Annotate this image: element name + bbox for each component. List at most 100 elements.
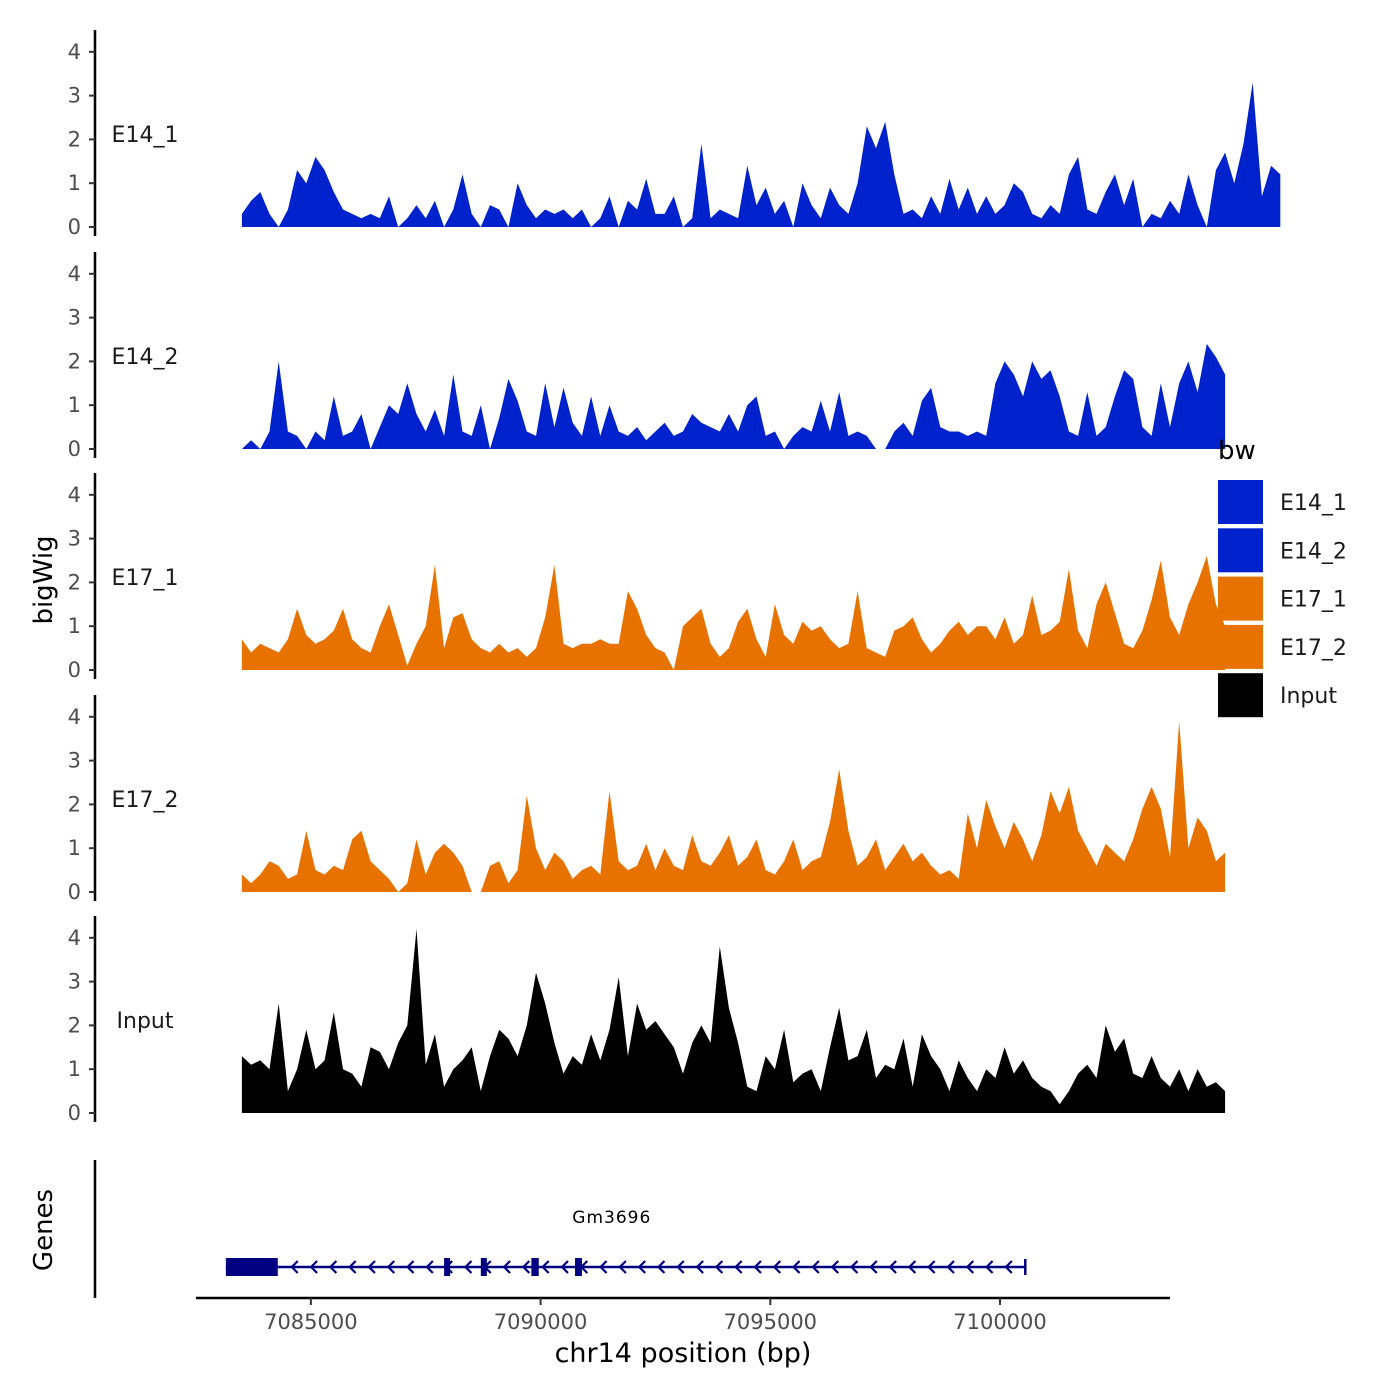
track-label: Input	[117, 1009, 174, 1034]
legend-title: bw	[1218, 436, 1256, 466]
y-tick-label: 0	[68, 880, 81, 904]
track-label: E17_2	[112, 788, 179, 813]
signal-area	[241, 343, 1226, 449]
strand-arrow	[869, 1260, 878, 1274]
strand-arrow	[328, 1260, 338, 1274]
legend-key-e14-2	[1218, 528, 1263, 573]
track-input: 0 1 2 3 4 Input	[68, 916, 1226, 1125]
y-tick-label: 0	[68, 1101, 81, 1125]
strand-arrow	[618, 1260, 627, 1274]
signal-area	[241, 721, 1226, 892]
y-tick-label: 2	[68, 127, 81, 151]
y-tick-label: 0	[68, 437, 81, 461]
strand-arrow	[367, 1260, 376, 1274]
strand-arrow	[830, 1260, 839, 1274]
signal-area	[241, 929, 1226, 1113]
strand-arrow	[1004, 1260, 1013, 1274]
genes-track-title: Genes	[29, 1189, 59, 1271]
strand-arrow	[985, 1260, 994, 1274]
strand-arrow	[309, 1260, 318, 1274]
y-tick-label: 3	[68, 749, 81, 773]
legend-key-e14-1	[1218, 480, 1263, 524]
y-tick-label: 2	[68, 792, 81, 816]
y-tick-label: 4	[68, 926, 81, 950]
track-e17-1: 0 1 2 3 4 E17_1	[68, 473, 1226, 682]
x-axis-title: chr14 position (bp)	[555, 1338, 812, 1369]
strand-arrow	[290, 1260, 299, 1274]
strand-arrow	[946, 1260, 955, 1274]
bigwig-tracks: 0 1 2 3 4 E14_1 0 1 2 3 4 E14_2 0 1 2 3 4 E17_1 0 1 2 3 4 E17_2…	[68, 30, 1281, 1125]
y-tick-label: 4	[68, 483, 81, 507]
y-tick-label: 3	[68, 527, 81, 551]
strand-arrow	[348, 1260, 357, 1274]
x-tick-label: 7100000	[953, 1310, 1047, 1334]
gene-exon	[575, 1258, 582, 1276]
y-axis-title: bigWig	[29, 535, 59, 624]
x-tick-label: 7090000	[494, 1310, 588, 1334]
strand-arrow	[849, 1260, 859, 1274]
track-e14-1: 0 1 2 3 4 E14_1	[68, 30, 1281, 239]
x-tick-label: 7085000	[264, 1310, 358, 1334]
strand-arrow	[676, 1260, 685, 1274]
y-tick-label: 4	[68, 40, 81, 64]
legend-label: E17_2	[1280, 636, 1347, 661]
gene-exon	[531, 1258, 539, 1276]
y-tick-label: 3	[68, 84, 81, 108]
strand-arrow	[907, 1260, 917, 1274]
gene-exon	[444, 1258, 451, 1276]
strand-arrow	[406, 1260, 415, 1274]
track-e17-2: 0 1 2 3 4 E17_2	[68, 695, 1226, 904]
signal-area	[241, 556, 1226, 670]
strand-arrow	[541, 1260, 550, 1274]
signal-area	[241, 82, 1281, 227]
strand-arrow	[521, 1260, 531, 1274]
gene-exon	[225, 1258, 278, 1276]
strand-arrow	[656, 1260, 666, 1274]
legend-key-e17-2	[1218, 624, 1263, 669]
y-tick-label: 0	[68, 215, 81, 239]
gene-track: Gm3696	[93, 1160, 1027, 1298]
strand-arrow	[714, 1260, 724, 1274]
strand-arrow	[425, 1260, 434, 1274]
legend-label: E14_1	[1280, 491, 1347, 516]
x-axis: 7085000 7090000 7095000 7100000	[196, 1296, 1170, 1334]
y-tick-label: 1	[68, 171, 81, 195]
strand-arrow	[927, 1260, 936, 1274]
y-tick-label: 1	[68, 614, 81, 638]
y-tick-label: 1	[68, 1057, 81, 1081]
legend-key-input	[1218, 673, 1263, 718]
strand-arrow	[695, 1260, 704, 1274]
track-e14-2: 0 1 2 3 4 E14_2	[68, 252, 1226, 461]
strand-arrow	[386, 1260, 396, 1274]
strand-arrow	[965, 1260, 975, 1274]
track-label: E14_2	[112, 345, 179, 370]
strand-arrow	[502, 1260, 511, 1274]
strand-arrow	[599, 1260, 608, 1274]
y-tick-label: 4	[68, 262, 81, 286]
x-tick-label: 7095000	[724, 1310, 818, 1334]
legend-label: Input	[1280, 684, 1337, 709]
y-tick-label: 2	[68, 1013, 81, 1037]
y-tick-label: 3	[68, 306, 81, 330]
y-tick-label: 1	[68, 836, 81, 860]
legend-label: E14_2	[1280, 539, 1347, 564]
legend-key-e17-1	[1218, 576, 1263, 621]
strand-arrow	[811, 1260, 820, 1274]
y-tick-label: 2	[68, 570, 81, 594]
strand-arrow	[753, 1260, 762, 1274]
gene-name-label: Gm3696	[572, 1208, 651, 1228]
strand-arrow	[792, 1260, 801, 1274]
y-tick-label: 1	[68, 393, 81, 417]
strand-arrow	[888, 1260, 897, 1274]
y-tick-label: 3	[68, 970, 81, 994]
strand-arrow	[560, 1260, 569, 1274]
gene-exon	[480, 1258, 487, 1276]
y-tick-label: 4	[68, 705, 81, 729]
legend-label: E17_1	[1280, 588, 1347, 613]
strand-arrow	[772, 1260, 782, 1274]
strand-arrow	[734, 1260, 743, 1274]
track-label: E14_1	[112, 123, 179, 148]
legend: bw E14_1 E14_2 E17_1 E17_2 Input	[1218, 436, 1347, 718]
track-label: E17_1	[112, 566, 179, 591]
strand-arrow	[637, 1260, 646, 1274]
